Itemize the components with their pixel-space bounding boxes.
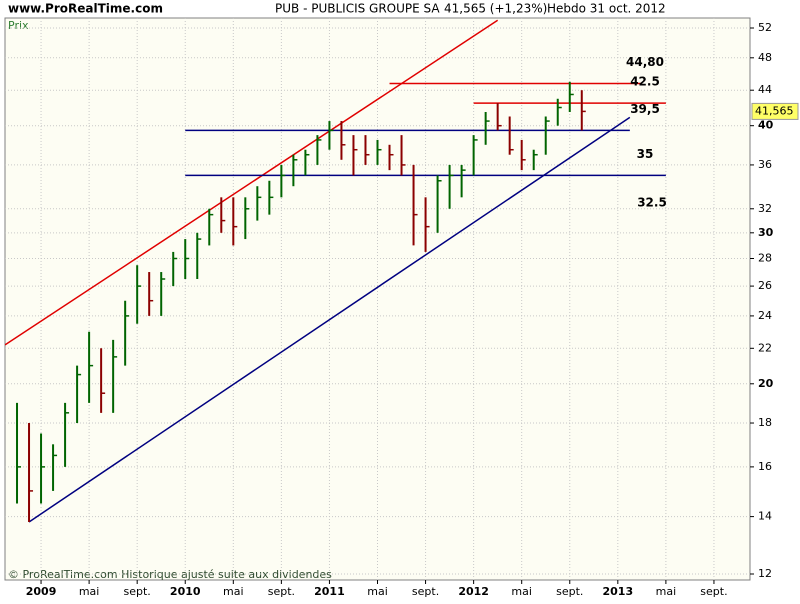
x-tick-label: 2009 [26,585,57,598]
x-tick-label: sept. [268,585,295,598]
x-tick-label: 2010 [170,585,201,598]
note-label: 32.5 [637,196,667,210]
y-tick-label: 12 [758,567,772,580]
y-tick-label: 36 [758,158,772,171]
x-tick-label: 2011 [314,585,345,598]
x-tick-label: sept. [412,585,439,598]
level-label: 39,5 [630,102,660,116]
last-price-box [751,102,799,120]
y-tick-label: 40 [758,119,774,132]
x-tick-label: 2012 [458,585,489,598]
x-tick-label: sept. [700,585,727,598]
x-tick-label: 2013 [603,585,634,598]
y-axis-label: Prix [8,19,29,32]
y-tick-label: 32 [758,202,772,215]
x-tick-label: mai [367,585,388,598]
x-tick-label: sept. [556,585,583,598]
y-tick-label: 28 [758,252,772,265]
y-tick-label: 14 [758,510,772,523]
level-label: 44,80 [626,55,664,69]
y-tick-label: 18 [758,416,772,429]
y-tick-label: 44 [758,83,772,96]
period: Hebdo 31 oct. 2012 [547,2,666,16]
quote: 41,565 (+1,23%) [444,2,547,16]
y-tick-label: 30 [758,226,774,239]
x-tick-label: mai [511,585,532,598]
y-tick-label: 20 [758,377,774,390]
y-tick-label: 22 [758,341,772,354]
site: www.ProRealTime.com [8,2,163,16]
x-tick-label: mai [223,585,244,598]
x-tick-label: mai [656,585,677,598]
y-tick-label: 16 [758,460,772,473]
plot-content [5,19,666,523]
x-tick-label: sept. [124,585,151,598]
level-label: 35 [637,147,654,161]
y-tick-label: 48 [758,51,772,64]
trendline [5,19,499,346]
last-price-label: 41,565 [755,104,794,117]
y-tick-label: 52 [758,21,772,34]
x-tick-label: mai [79,585,100,598]
y-tick-label: 26 [758,279,772,292]
chart-title: PUB - PUBLICIS GROUPE SA [275,2,440,16]
level-label: 42.5 [630,75,660,89]
y-tick-label: 24 [758,309,772,322]
trendline [28,116,631,523]
